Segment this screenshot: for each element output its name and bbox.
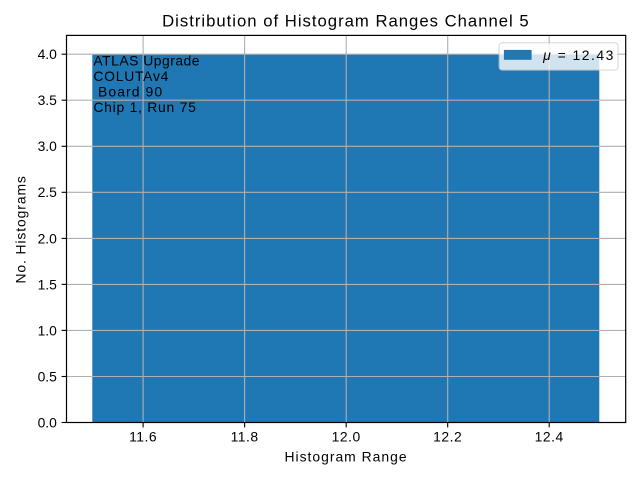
svg-text:1.5: 1.5: [38, 276, 58, 292]
svg-text:COLUTAv4: COLUTAv4: [93, 68, 169, 84]
svg-text:ATLAS Upgrade: ATLAS Upgrade: [93, 52, 200, 68]
svg-text:Chip 1, Run 75: Chip 1, Run 75: [93, 99, 196, 115]
svg-text:11.6: 11.6: [129, 429, 157, 445]
svg-text:1.0: 1.0: [38, 322, 58, 338]
svg-text:4.0: 4.0: [38, 46, 58, 62]
svg-text:0.5: 0.5: [38, 368, 58, 384]
svg-text:Board 90: Board 90: [98, 84, 163, 100]
svg-text:2.5: 2.5: [38, 184, 58, 200]
svg-text:3.5: 3.5: [38, 92, 58, 108]
svg-text:3.0: 3.0: [38, 138, 58, 154]
svg-text:0.0: 0.0: [38, 414, 58, 430]
svg-text:12.4: 12.4: [535, 429, 564, 445]
svg-text:μ = 12.43: μ = 12.43: [542, 47, 615, 63]
svg-text:Distribution of Histogram Rang: Distribution of Histogram Ranges Channel…: [162, 12, 530, 31]
svg-text:11.8: 11.8: [231, 429, 259, 445]
svg-text:12.0: 12.0: [332, 429, 361, 445]
svg-text:12.2: 12.2: [433, 429, 462, 445]
svg-text:Histogram Range: Histogram Range: [284, 449, 407, 465]
svg-text:2.0: 2.0: [38, 230, 58, 246]
svg-text:No. Histograms: No. Histograms: [12, 175, 28, 283]
